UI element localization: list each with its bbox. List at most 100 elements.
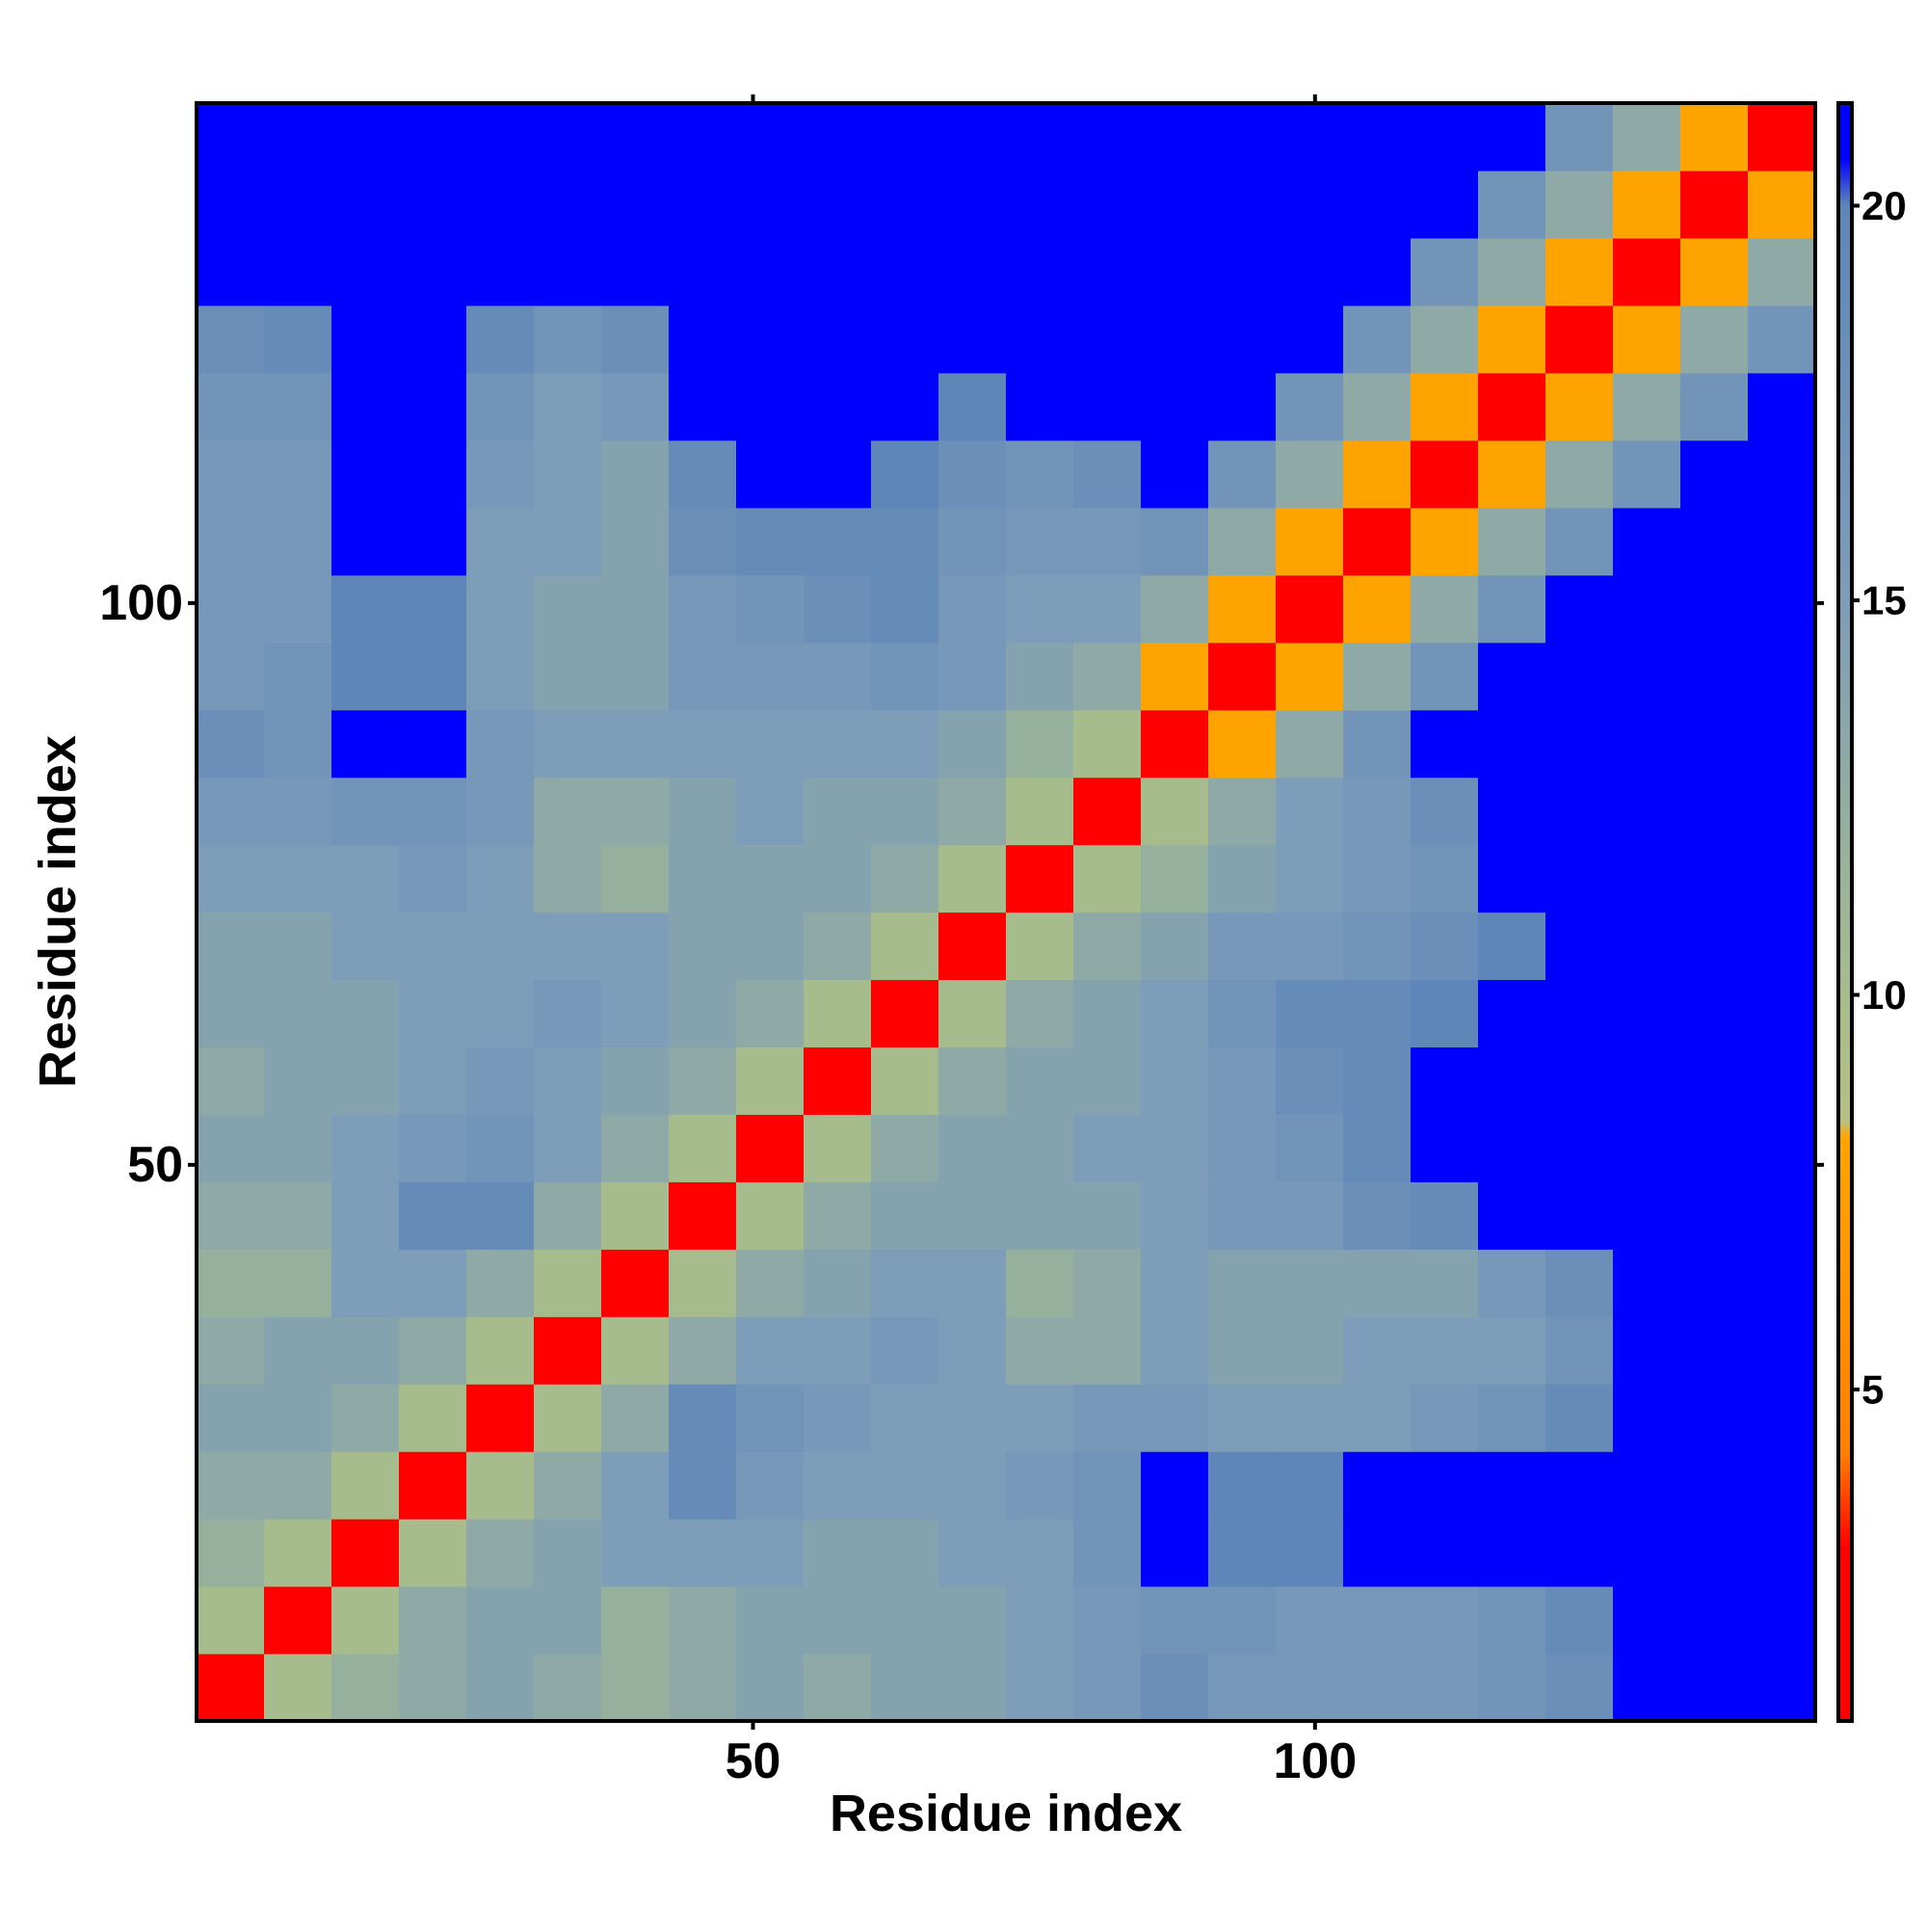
heatmap-cell: [1613, 103, 1681, 172]
heatmap-cell: [804, 574, 872, 644]
heatmap-cell: [1411, 1654, 1479, 1722]
heatmap-cell: [1343, 304, 1412, 374]
heatmap-cell: [804, 979, 872, 1048]
heatmap-cell: [938, 709, 1007, 779]
heatmap-cell: [534, 170, 602, 239]
heatmap-cell: [331, 709, 400, 779]
heatmap-cell: [1545, 1316, 1614, 1385]
heatmap-cell: [331, 304, 400, 374]
heatmap-cell: [1545, 237, 1614, 306]
heatmap-cell: [466, 642, 535, 711]
heatmap-cell: [1343, 1586, 1412, 1654]
heatmap-cell: [1411, 1586, 1479, 1654]
heatmap-cell: [804, 1114, 872, 1182]
heatmap-cell: [1748, 170, 1816, 239]
heatmap-cell: [264, 1046, 332, 1115]
heatmap-cell: [1006, 1181, 1074, 1250]
heatmap-cell: [1613, 777, 1681, 846]
heatmap-cell: [466, 1114, 535, 1182]
heatmap-cell: [1411, 1046, 1479, 1115]
heatmap-cell: [1343, 237, 1412, 306]
heatmap-cell: [1748, 1046, 1816, 1115]
heatmap-cell: [1545, 642, 1614, 711]
heatmap-cell: [1006, 1316, 1074, 1385]
heatmap-cell: [669, 1586, 737, 1654]
heatmap-cell: [601, 1586, 670, 1654]
heatmap-cell: [264, 642, 332, 711]
heatmap-cell: [1208, 979, 1277, 1048]
heatmap-cell: [804, 1654, 872, 1722]
heatmap-cell: [197, 1249, 265, 1317]
y-tick-label: 100: [99, 575, 183, 631]
heatmap-cell: [1748, 1181, 1816, 1250]
heatmap-cell: [804, 642, 872, 711]
heatmap-cell: [669, 1249, 737, 1317]
heatmap-cell: [938, 979, 1007, 1048]
heatmap-cell: [601, 304, 670, 374]
heatmap-cell: [1141, 372, 1209, 441]
heatmap-cell: [264, 1316, 332, 1385]
heatmap-cell: [601, 439, 670, 509]
heatmap-cell: [1545, 1114, 1614, 1182]
heatmap-cell: [804, 1249, 872, 1317]
heatmap-cell: [1141, 1249, 1209, 1317]
heatmap-cell: [1208, 237, 1277, 306]
heatmap-cell: [1073, 237, 1142, 306]
heatmap-cell: [1545, 1384, 1614, 1452]
heatmap-cell: [466, 1046, 535, 1115]
heatmap-cell: [871, 1519, 939, 1587]
heatmap-cell: [601, 507, 670, 576]
heatmap-cell: [1748, 1654, 1816, 1722]
heatmap-cell: [601, 1249, 670, 1317]
heatmap-cell: [399, 979, 467, 1048]
heatmap-cell: [1276, 709, 1344, 779]
heatmap-cell: [601, 170, 670, 239]
heatmap-cell: [534, 304, 602, 374]
heatmap-cell: [1141, 574, 1209, 644]
heatmap-cell: [938, 170, 1007, 239]
heatmap-cell: [871, 304, 939, 374]
heatmap-cell: [601, 777, 670, 846]
heatmap-cell: [534, 1114, 602, 1182]
heatmap-cell: [938, 507, 1007, 576]
heatmap-cell: [1680, 507, 1749, 576]
heatmap-cell: [669, 507, 737, 576]
heatmap-cell: [1613, 642, 1681, 711]
heatmap-cell: [197, 1046, 265, 1115]
heatmap-cell: [1748, 709, 1816, 779]
heatmap-cell: [1748, 304, 1816, 374]
heatmap-cell: [1208, 642, 1277, 711]
heatmap-cell: [1748, 979, 1816, 1048]
heatmap-cell: [399, 642, 467, 711]
heatmap-cell: [601, 103, 670, 172]
heatmap-cell: [399, 777, 467, 846]
heatmap-cell: [804, 439, 872, 509]
heatmap-cell: [1208, 103, 1277, 172]
heatmap-cell: [1276, 1316, 1344, 1385]
heatmap-cell: [938, 574, 1007, 644]
heatmap-cell: [938, 1181, 1007, 1250]
heatmap-cell: [871, 1384, 939, 1452]
heatmap-cell: [534, 979, 602, 1048]
heatmap-cell: [1680, 777, 1749, 846]
heatmap-cell: [1208, 372, 1277, 441]
heatmap-cell: [1276, 777, 1344, 846]
heatmap-cell: [466, 304, 535, 374]
heatmap-cell: [669, 1114, 737, 1182]
colorbar-tick-label: 10: [1861, 972, 1907, 1018]
heatmap-cell: [1343, 1249, 1412, 1317]
heatmap-cell: [1276, 1451, 1344, 1520]
heatmap-cell: [1276, 1654, 1344, 1722]
heatmap-cell: [1613, 304, 1681, 374]
heatmap-cell: [1006, 979, 1074, 1048]
heatmap-cell: [1276, 979, 1344, 1048]
heatmap-cell: [1613, 1181, 1681, 1250]
colorbar-tick-label: 5: [1861, 1367, 1884, 1413]
heatmap-cell: [1411, 1519, 1479, 1587]
heatmap-cell: [1141, 304, 1209, 374]
heatmap-cell: [601, 979, 670, 1048]
heatmap-cell: [264, 237, 332, 306]
heatmap-cell: [601, 1114, 670, 1182]
heatmap-cell: [804, 1181, 872, 1250]
heatmap-cell: [1276, 1181, 1344, 1250]
